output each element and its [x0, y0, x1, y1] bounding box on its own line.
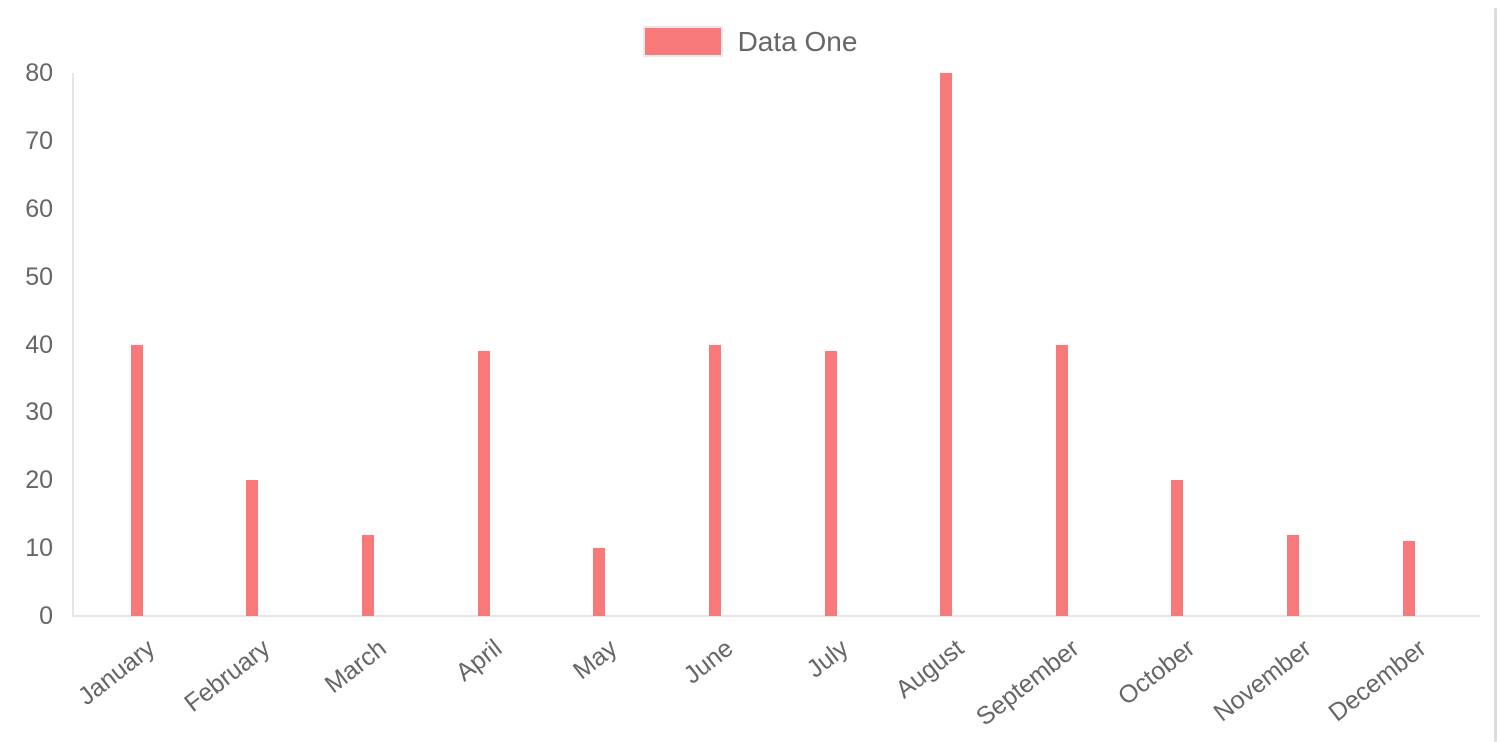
bar-january[interactable]: [130, 344, 143, 616]
y-tick-label-40: 40: [25, 330, 53, 359]
y-tick-label-50: 50: [25, 262, 53, 291]
legend-swatch: [642, 26, 723, 57]
y-tick-label-10: 10: [25, 534, 53, 563]
x-tick-label-february: February: [179, 634, 276, 718]
x-tick-label-july: July: [801, 634, 854, 684]
bar-october[interactable]: [1171, 480, 1184, 616]
bar-february[interactable]: [246, 480, 259, 616]
x-tick-label-may: May: [568, 634, 623, 686]
y-tick-label-30: 30: [25, 398, 53, 427]
y-axis-line: [72, 73, 74, 616]
x-tick-label-june: June: [678, 634, 739, 690]
y-tick-label-0: 0: [39, 602, 53, 630]
x-tick-label-march: March: [319, 634, 392, 699]
legend: Data One: [0, 26, 1500, 57]
x-tick-label-august: August: [890, 634, 970, 704]
x-tick-label-october: October: [1113, 634, 1201, 711]
bar-march[interactable]: [362, 534, 375, 616]
x-axis-line: [72, 615, 1480, 617]
bar-november[interactable]: [1287, 534, 1299, 616]
y-tick-label-20: 20: [25, 466, 53, 495]
bar-june[interactable]: [708, 344, 721, 616]
x-tick-label-september: September: [971, 634, 1086, 732]
bar-july[interactable]: [824, 351, 837, 616]
bar-december[interactable]: [1402, 541, 1415, 616]
x-tick-label-december: December: [1323, 634, 1432, 728]
bar-september[interactable]: [1055, 344, 1068, 616]
y-tick-label-70: 70: [25, 126, 53, 155]
x-tick-label-january: January: [72, 634, 161, 711]
bar-april[interactable]: [477, 351, 490, 616]
legend-item-data-one[interactable]: Data One: [642, 26, 858, 57]
scrollbar-thumb[interactable]: [1494, 8, 1497, 742]
bar-may[interactable]: [593, 548, 606, 616]
legend-label: Data One: [737, 26, 858, 57]
y-tick-label-80: 80: [25, 59, 53, 87]
bar-august[interactable]: [940, 73, 953, 616]
x-tick-label-april: April: [450, 634, 507, 687]
y-tick-label-60: 60: [25, 194, 53, 223]
x-tick-label-november: November: [1208, 634, 1317, 728]
